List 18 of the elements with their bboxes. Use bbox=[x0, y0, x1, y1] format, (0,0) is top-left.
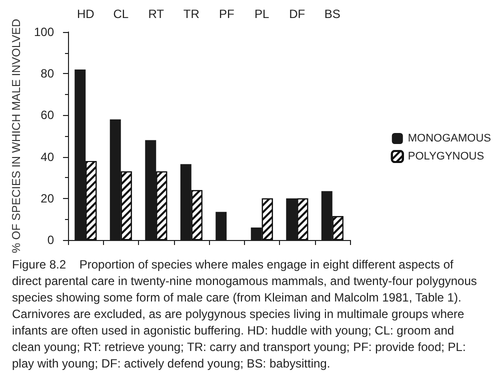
y-tick-label: 60 bbox=[40, 108, 54, 122]
x-tick-label: BS bbox=[324, 7, 340, 21]
legend-label: POLYGYNOUS bbox=[408, 150, 484, 162]
x-tick-label: CL bbox=[113, 7, 129, 21]
caption: Figure 8.2 Proportion of species where males engage in eight different aspects of direct parental care in twenty-nine monogamous mammals, and twenty-four polygynous species showing some form of male care (from Kleiman and Malcolm 1981, Table 1). Carnivores are excluded, as are polygynous species living in multimale groups where infants are often used in agonistic buffering. HD: huddle with young; CL: groom and clean young; RT: retrieve young; TR: carry and transport young; PF: provide food; PL: play with young; DF: actively defend young; BS: babysitting. bbox=[12, 257, 480, 370]
y-tick-label: 20 bbox=[40, 191, 54, 206]
y-tick-label: 40 bbox=[40, 150, 54, 164]
x-tick-label: DF bbox=[289, 7, 306, 21]
y-tick-label: 80 bbox=[40, 66, 54, 81]
x-tick-label: RT bbox=[148, 7, 165, 21]
x-tick-label: PF bbox=[218, 7, 234, 21]
x-tick-label: HD bbox=[76, 7, 95, 21]
x-tick-label: PL bbox=[254, 7, 270, 21]
y-axis-title: % OF SPECIES IN WHICH MALE INVOLVED bbox=[11, 18, 24, 254]
y-tick-label: 0 bbox=[47, 233, 54, 247]
legend-label: MONOGAMOUS bbox=[408, 132, 492, 144]
y-tick-label: 100 bbox=[34, 25, 54, 39]
x-tick-label: TR bbox=[183, 7, 200, 21]
